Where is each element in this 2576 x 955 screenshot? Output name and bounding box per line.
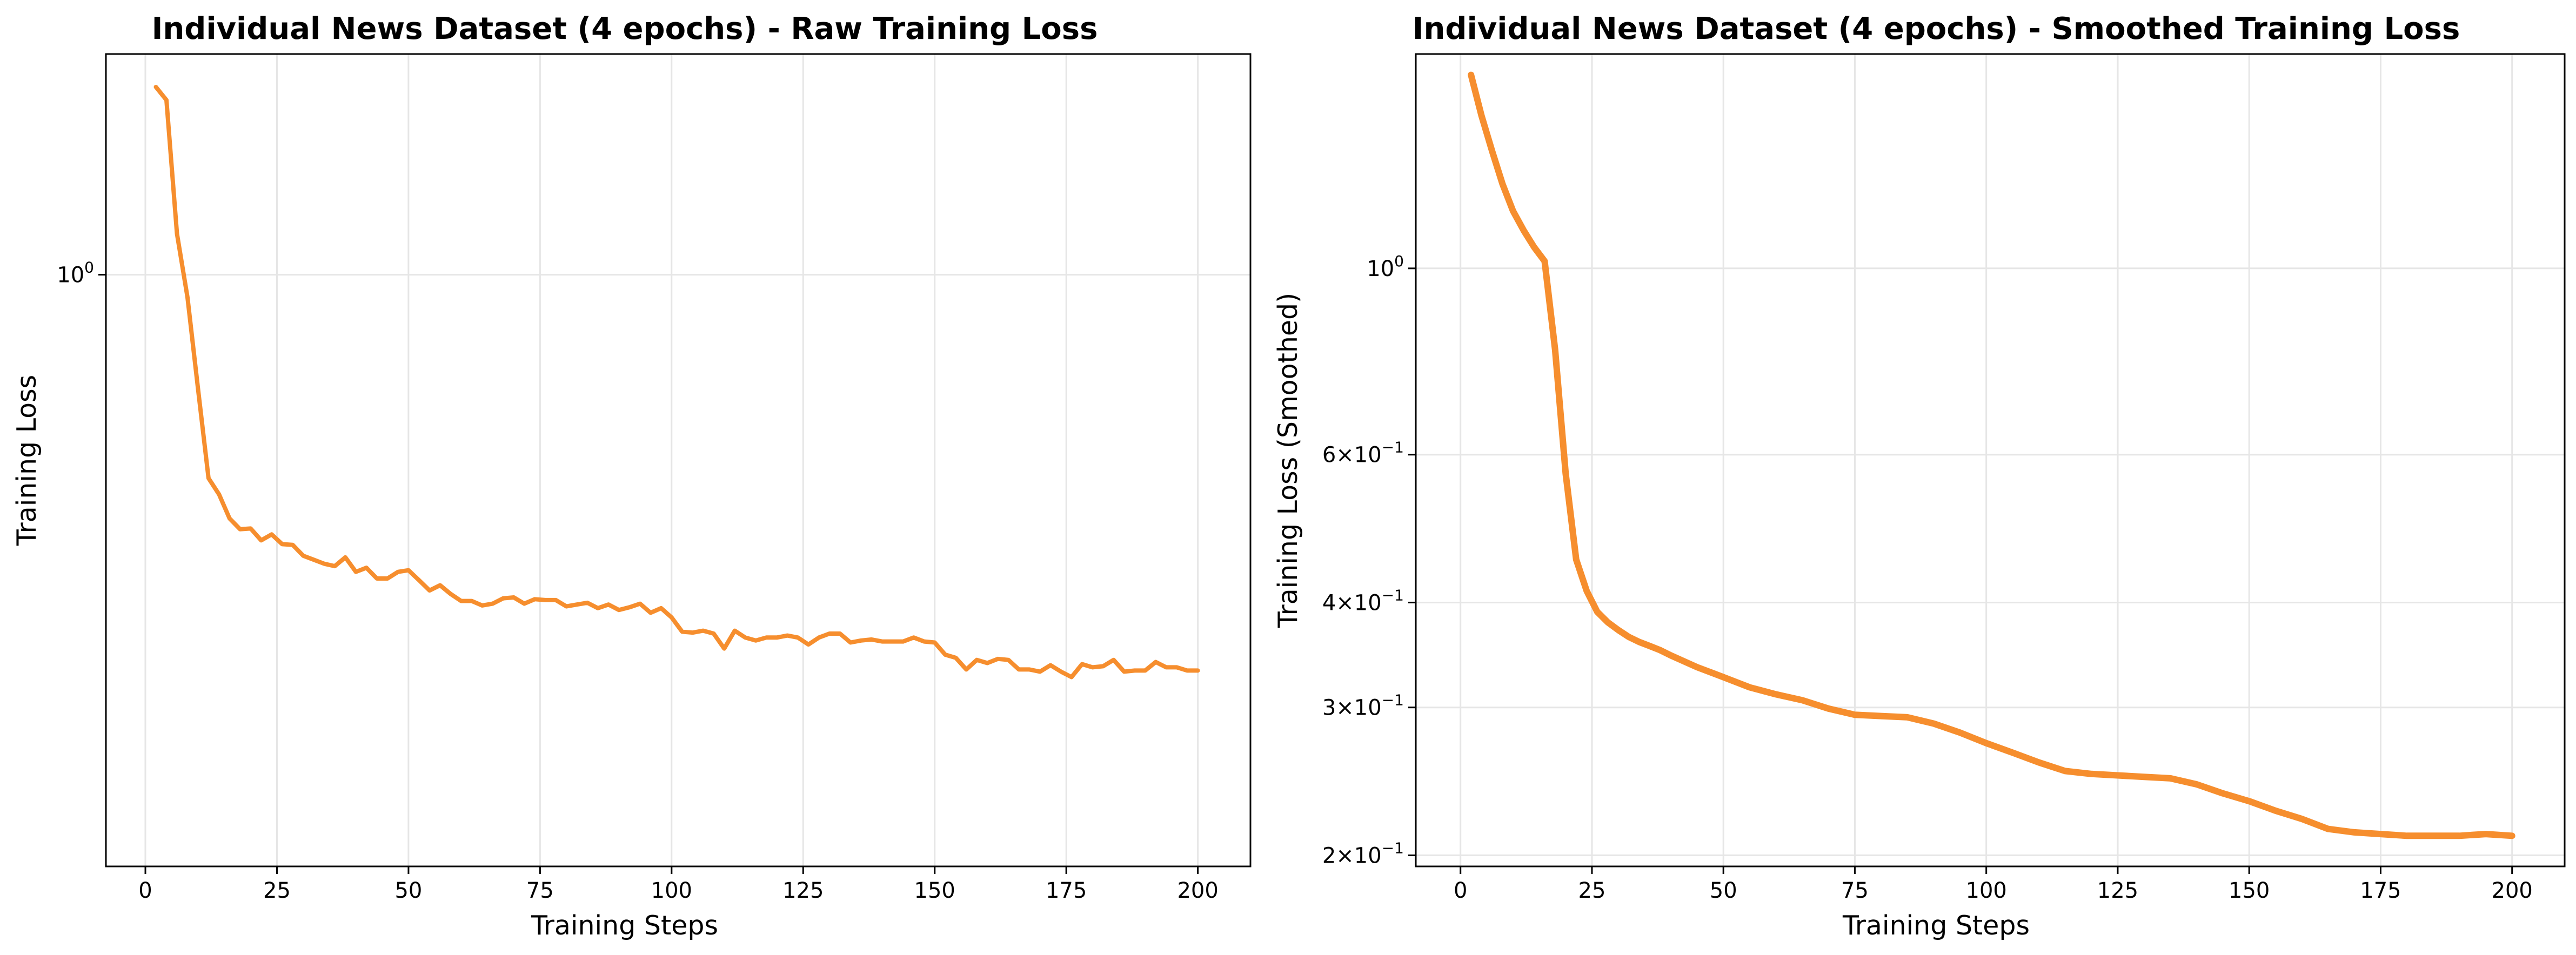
y-tick-label: 4×10−1 [1322, 586, 1404, 615]
x-tick-label: 0 [138, 878, 152, 903]
x-tick-label: 0 [1454, 878, 1467, 903]
y-axis-label-raw: Training Loss [11, 375, 42, 546]
y-tick-label: 100 [57, 259, 94, 288]
x-tick-label: 125 [2097, 878, 2138, 903]
y-tick-label: 100 [1367, 252, 1404, 281]
loss-series-line [1468, 71, 2515, 839]
x-axis-label-raw: Training Steps [531, 910, 718, 941]
x-tick-label: 50 [394, 878, 422, 903]
axes-frame [105, 53, 1252, 867]
x-tick-label: 75 [526, 878, 554, 903]
x-tick-label: 50 [1710, 878, 1737, 903]
chart-title-raw: Individual News Dataset (4 epochs) - Raw… [152, 11, 1098, 46]
loss-series-line [153, 85, 1200, 680]
raw-loss-chart: Individual News Dataset (4 epochs) - Raw… [11, 11, 1252, 941]
y-tick-label: 2×10−1 [1322, 839, 1404, 868]
y-tick-label: 6×10−1 [1322, 439, 1404, 468]
x-tick-label: 100 [1966, 878, 2007, 903]
x-tick-label: 150 [914, 878, 955, 903]
grid [1416, 54, 2565, 866]
x-tick-label: 25 [263, 878, 291, 903]
chart-title-smoothed: Individual News Dataset (4 epochs) - Smo… [1413, 11, 2460, 46]
axes-frame [1415, 53, 2566, 867]
y-axis-label-smoothed: Training Loss (Smoothed) [1273, 293, 1303, 629]
y-tick-label: 3×10−1 [1322, 691, 1404, 721]
x-tick-label: 200 [1177, 878, 1218, 903]
smoothed-loss-chart: Individual News Dataset (4 epochs) - Smo… [1273, 11, 2566, 941]
x-tick-label: 100 [651, 878, 692, 903]
grid [106, 54, 1250, 866]
x-tick-label: 200 [2492, 878, 2533, 903]
x-tick-label: 25 [1578, 878, 1606, 903]
x-axis-label-smoothed: Training Steps [1842, 910, 2030, 941]
x-tick-label: 175 [1046, 878, 1087, 903]
x-tick-label: 175 [2360, 878, 2401, 903]
x-tick-label: 75 [1841, 878, 1869, 903]
x-tick-label: 150 [2229, 878, 2270, 903]
x-tick-label: 125 [782, 878, 824, 903]
